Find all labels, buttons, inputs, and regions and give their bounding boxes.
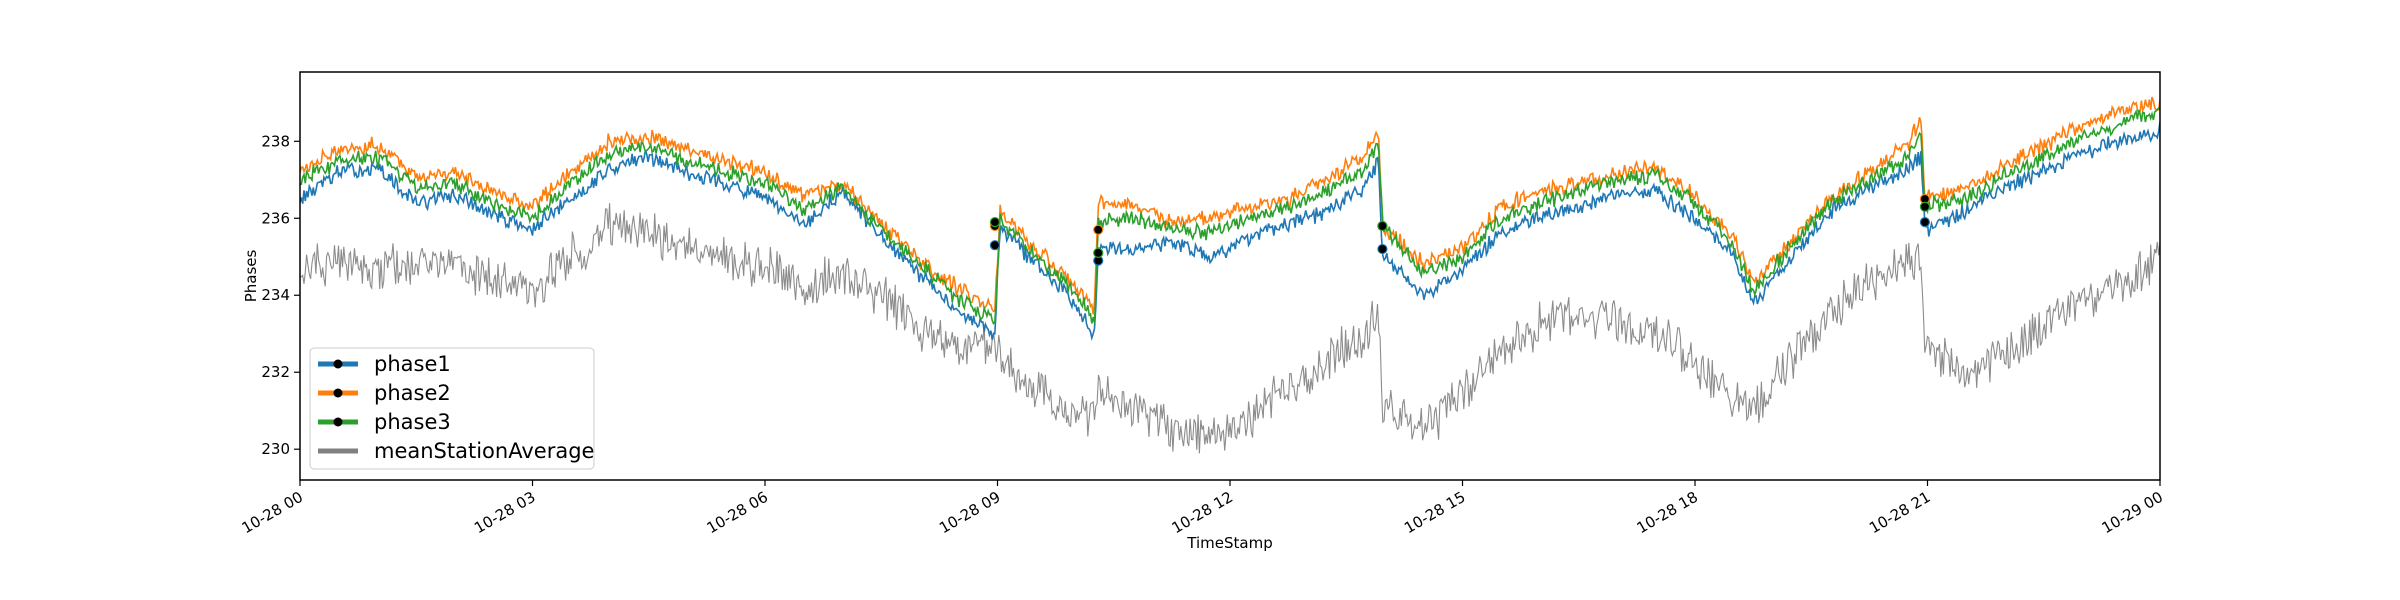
series-layer [300, 96, 2160, 454]
legend-label-phase1: phase1 [374, 352, 451, 376]
series-line-phase2 [300, 96, 2160, 315]
y-tick-label: 234 [261, 286, 290, 304]
x-tick-label: 10-28 18 [1634, 488, 1701, 537]
marker-phase2 [1093, 224, 1104, 235]
x-tick-label: 10-28 15 [1401, 488, 1468, 537]
marker-phase3 [989, 217, 1001, 228]
x-tick-label: 10-28 21 [1866, 488, 1933, 537]
legend-marker-phase3 [333, 417, 343, 427]
series-line-phase3 [300, 107, 2160, 325]
legend-box [309, 347, 595, 470]
legend-label-phase3: phase3 [374, 410, 451, 434]
x-tick-label: 10-28 09 [936, 488, 1003, 537]
marker-phase3 [1377, 220, 1388, 232]
series-line-meanStationAverage [300, 203, 2160, 454]
y-axis-label: Phases [242, 250, 260, 303]
marker-phase3 [1093, 247, 1104, 259]
x-tick-label: 10-28 00 [239, 488, 306, 537]
legend-marker-phase1 [333, 359, 343, 369]
x-tick-label: 10-29 00 [2099, 488, 2166, 537]
y-tick-label: 236 [261, 209, 290, 227]
legend-label-phase2: phase2 [374, 381, 451, 405]
x-tick-label: 10-28 03 [471, 488, 538, 537]
legend-marker-phase2 [333, 388, 343, 398]
x-axis-label: TimeStamp [1186, 534, 1272, 552]
marker-phase1 [989, 240, 1001, 251]
y-tick-label: 230 [261, 440, 290, 458]
series-line-phase1 [300, 121, 2160, 341]
y-tick-label: 232 [261, 363, 290, 381]
marker-layer [989, 193, 1931, 266]
marker-phase1 [1919, 217, 1931, 228]
x-tick-label: 10-28 12 [1169, 488, 1236, 537]
y-tick-label: 238 [261, 132, 290, 150]
y-axis: 230 232 234 236 238 [261, 132, 300, 458]
x-axis: 10-28 00 10-28 03 10-28 06 10-28 09 10-28 12… [239, 480, 2166, 537]
x-tick-label: 10-28 06 [704, 488, 771, 537]
legend-label-meanStationAverage: meanStationAverage [374, 439, 594, 463]
legend: phase1 phase2 phase3 meanStationAverage [309, 347, 595, 470]
marker-phase1 [1377, 243, 1388, 255]
marker-phase3 [1919, 201, 1931, 212]
